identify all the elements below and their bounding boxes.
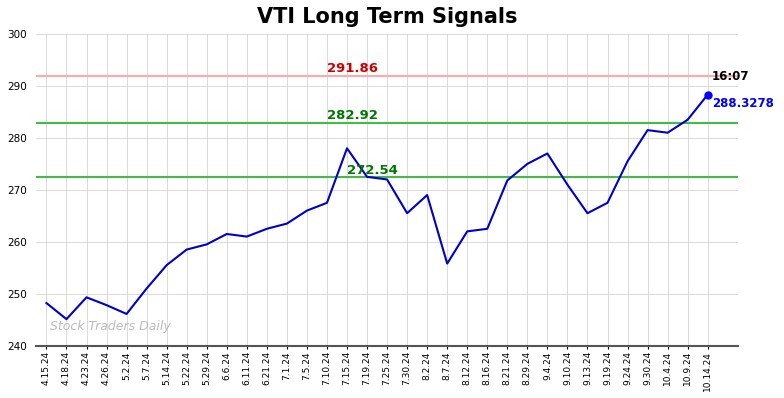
Text: 16:07: 16:07 [712, 70, 750, 83]
Text: Stock Traders Daily: Stock Traders Daily [50, 320, 171, 333]
Text: 288.3278: 288.3278 [712, 97, 774, 110]
Title: VTI Long Term Signals: VTI Long Term Signals [257, 7, 517, 27]
Text: 272.54: 272.54 [347, 164, 398, 177]
Text: 282.92: 282.92 [327, 109, 378, 122]
Text: 291.86: 291.86 [327, 62, 378, 75]
